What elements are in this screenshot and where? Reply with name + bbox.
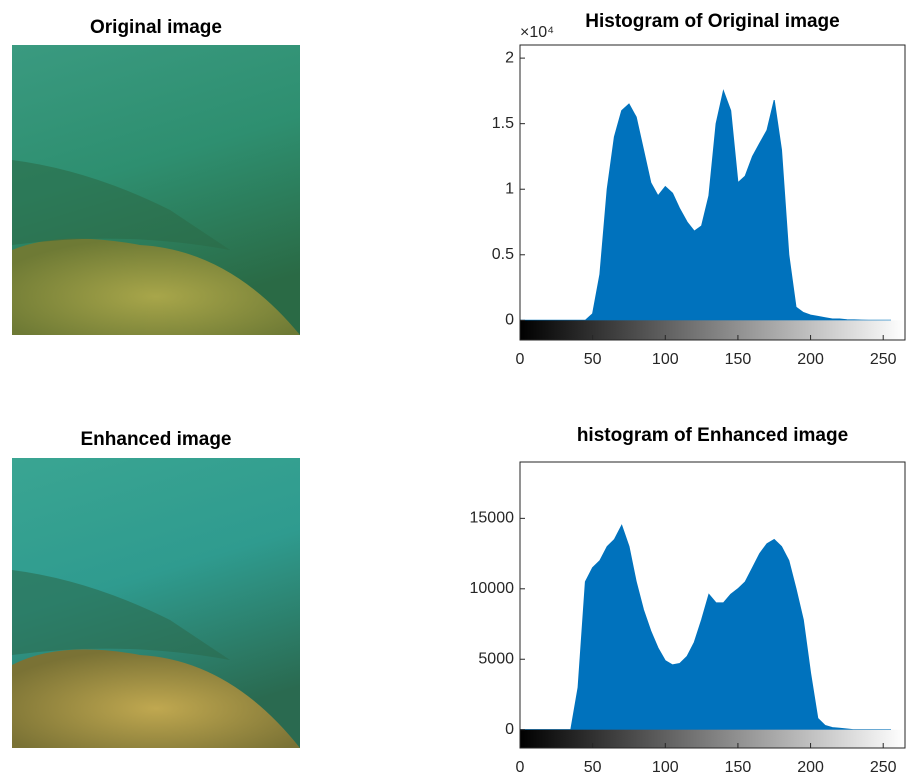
- y-tick-label: 2: [505, 49, 514, 66]
- y-tick-label: 0.5: [492, 246, 514, 263]
- x-tick-label: 0: [516, 759, 525, 776]
- chart-title: histogram of Enhanced image: [577, 425, 848, 446]
- page: Original image 0 0.5 1 1.5 2 0 50 100 150 200 250 ×1…: [0, 0, 920, 781]
- colorbar: [520, 730, 905, 748]
- x-tick-label: 50: [584, 351, 602, 368]
- x-tick-label: 100: [652, 759, 679, 776]
- x-tick-label: 200: [797, 759, 824, 776]
- y-tick-label: 5000: [478, 650, 514, 667]
- x-tick-label: 50: [584, 759, 602, 776]
- original-photo: [12, 45, 300, 335]
- chart-title: Histogram of Original image: [585, 11, 839, 32]
- y-multiplier: ×10⁴: [520, 24, 554, 41]
- x-tick-label: 0: [516, 351, 525, 368]
- figure: Original image 0 0.5 1 1.5 2 0 50 100 150 200 250 ×1…: [0, 0, 920, 781]
- x-tick-label: 150: [725, 351, 752, 368]
- x-tick-label: 250: [870, 351, 897, 368]
- y-tick-label: 0: [505, 721, 514, 738]
- x-tick-label: 100: [652, 351, 679, 368]
- y-tick-label: 15000: [470, 510, 515, 527]
- x-tick-label: 150: [725, 759, 752, 776]
- y-tick-label: 0: [505, 312, 514, 329]
- image-title: Original image: [90, 17, 222, 38]
- enhanced-photo: [12, 458, 300, 748]
- image-title: Enhanced image: [81, 429, 232, 450]
- colorbar: [520, 320, 905, 340]
- x-tick-label: 250: [870, 759, 897, 776]
- y-tick-label: 10000: [470, 580, 515, 597]
- y-tick-label: 1.5: [492, 115, 514, 132]
- x-tick-label: 200: [797, 351, 824, 368]
- y-tick-label: 1: [505, 180, 514, 197]
